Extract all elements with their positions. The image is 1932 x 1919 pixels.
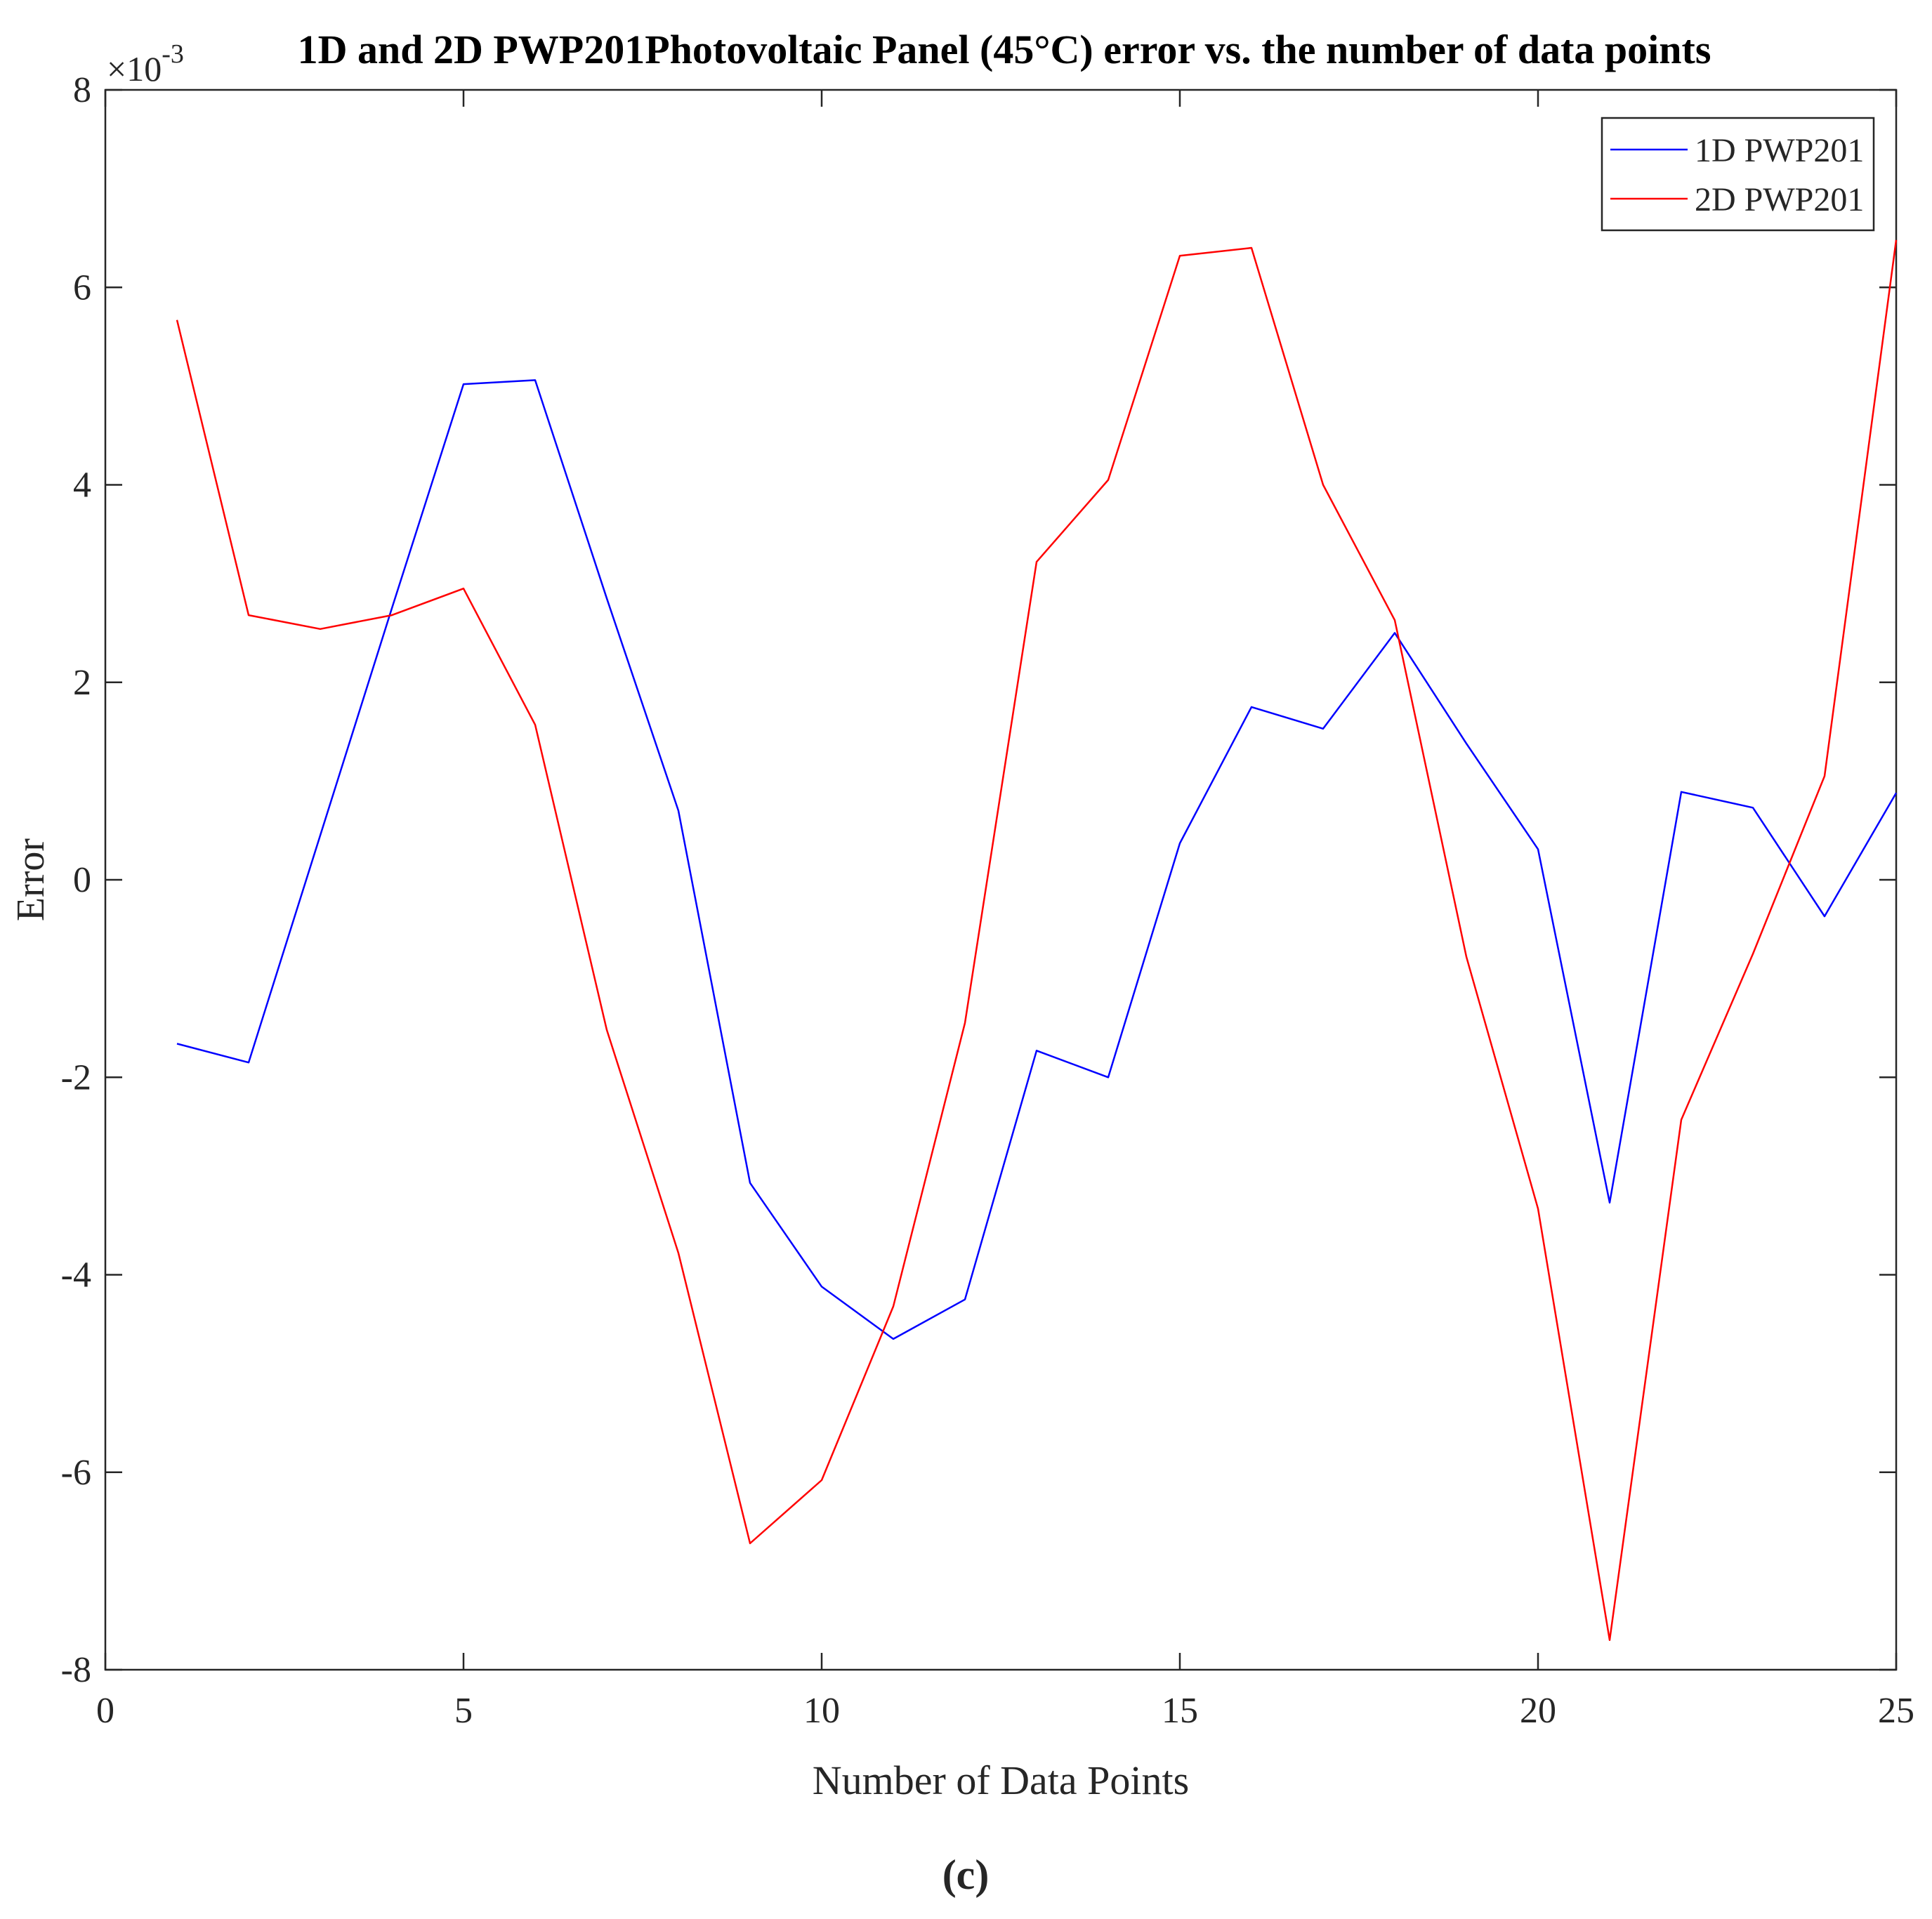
plot-area: 0 5 10 15 20 25 -8 -6 -4 -2 0 2 4 6 8 xyxy=(61,70,1914,1731)
y-tick-label: -6 xyxy=(61,1453,91,1493)
legend-label-1d: 1D PWP201 xyxy=(1695,132,1864,169)
x-tick-label: 20 xyxy=(1520,1691,1556,1731)
y-tick-label: 2 xyxy=(73,663,91,703)
y-exponent-power: -3 xyxy=(162,39,184,69)
caption-close-paren: ) xyxy=(975,1852,989,1898)
series-line-1d xyxy=(176,379,1898,1340)
svg-text:×10-3: ×10-3 xyxy=(107,39,184,88)
y-exponent-base: ×10 xyxy=(107,49,162,88)
y-tick-label: 4 xyxy=(73,466,91,506)
legend-box xyxy=(1601,117,1875,232)
caption-letter: c xyxy=(957,1852,975,1898)
y-tick-label: -2 xyxy=(61,1057,91,1097)
axes-box xyxy=(104,88,1898,1671)
series-line-2d xyxy=(176,239,1898,1642)
x-tick-label: 10 xyxy=(803,1691,840,1731)
series-layer xyxy=(176,239,1898,1642)
legend-label-2d: 2D PWP201 xyxy=(1695,181,1864,218)
ticks-layer: 0 5 10 15 20 25 -8 -6 -4 -2 0 2 4 6 8 xyxy=(61,70,1914,1731)
x-tick-label: 5 xyxy=(454,1691,473,1731)
y-tick-label: 8 xyxy=(73,70,91,110)
y-tick-label: -8 xyxy=(61,1650,91,1690)
legend: 1D PWP201 2D PWP201 xyxy=(1601,117,1875,232)
caption-open-paren: ( xyxy=(942,1852,957,1898)
x-tick-label: 25 xyxy=(1878,1691,1914,1731)
x-tick-label: 15 xyxy=(1162,1691,1198,1731)
chart-title: 1D and 2D PWP201Photovoltaic Panel (45°C… xyxy=(298,27,1711,72)
y-tick-label: 0 xyxy=(73,860,91,900)
x-axis-label: Number of Data Points xyxy=(813,1758,1189,1803)
y-axis-label: Error xyxy=(9,838,53,922)
x-tick-label: 0 xyxy=(96,1691,114,1731)
y-exponent-label: ×10-3 xyxy=(107,39,184,88)
y-tick-label: 6 xyxy=(73,268,91,308)
figure-caption: (c) xyxy=(942,1852,990,1898)
y-tick-label: -4 xyxy=(61,1255,91,1295)
